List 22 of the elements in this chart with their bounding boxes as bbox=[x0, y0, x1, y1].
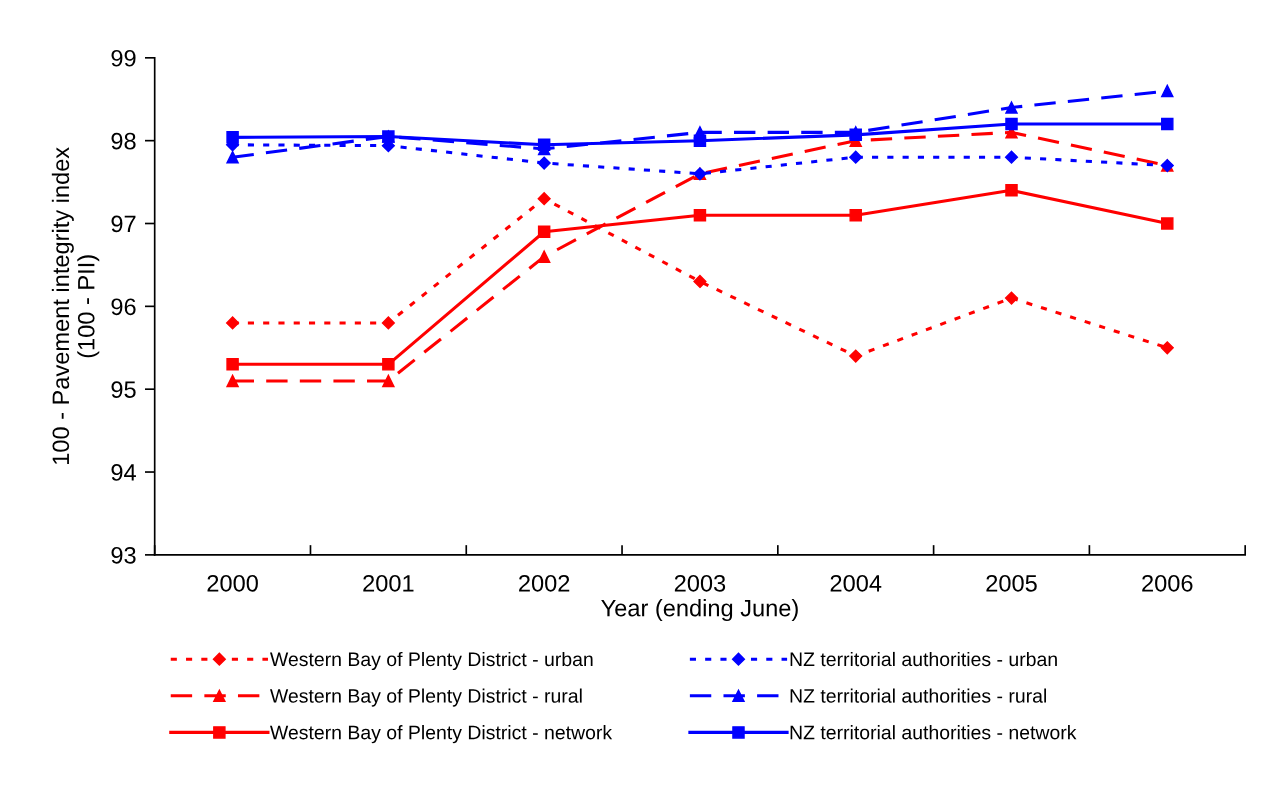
legend-label: Western Bay of Plenty District - urban bbox=[270, 651, 593, 671]
x-tick-label: 2006 bbox=[1142, 574, 1193, 592]
legend-label: NZ territorial authorities - urban bbox=[790, 651, 1057, 667]
x-axis-title: Year (ending June) bbox=[601, 599, 798, 622]
y-tick-label: 96 bbox=[111, 298, 136, 316]
y-axis-title: 100 - Pavement integrity index (100 - PII) bbox=[51, 147, 100, 464]
y-tick-label: 99 bbox=[111, 49, 136, 67]
x-tick-label: 2005 bbox=[986, 574, 1037, 592]
y-tick-label: 93 bbox=[111, 546, 136, 564]
legend-label: NZ territorial authorities - rural bbox=[790, 688, 1046, 703]
y-tick-label: 98 bbox=[111, 132, 136, 150]
y-tick-label: 97 bbox=[111, 215, 136, 233]
x-tick-label: 2002 bbox=[519, 574, 570, 592]
legend-label: Western Bay of Plenty District - rural bbox=[270, 688, 582, 707]
x-tick-label: 2001 bbox=[363, 574, 414, 592]
y-tick-label: 94 bbox=[111, 464, 136, 481]
x-tick-label: 2004 bbox=[830, 574, 882, 592]
y-tick-label: 95 bbox=[111, 381, 136, 398]
legend-label: Western Bay of Plenty District - network bbox=[270, 725, 613, 744]
x-tick-label: 2000 bbox=[207, 574, 258, 592]
legend-label: NZ territorial authorities - network bbox=[790, 725, 1077, 740]
x-tick-label: 2003 bbox=[674, 574, 726, 592]
